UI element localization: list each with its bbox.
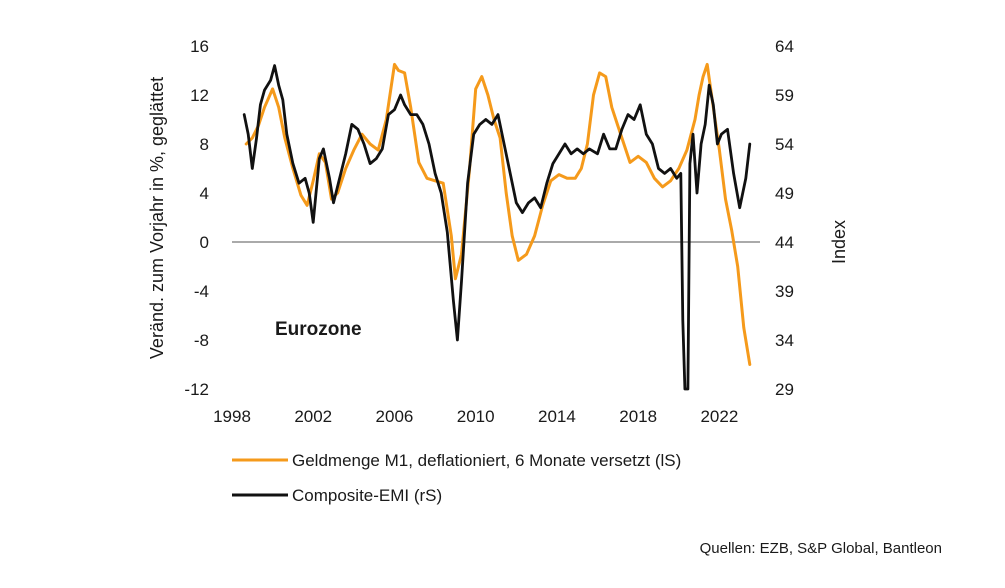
x-tick-label: 2002 xyxy=(294,407,332,426)
y-left-tick-label: 0 xyxy=(200,233,209,252)
y-right-tick-label: 59 xyxy=(775,86,794,105)
x-tick-label: 2006 xyxy=(376,407,414,426)
y-right-tick-label: 29 xyxy=(775,380,794,399)
y-left-tick-label: 8 xyxy=(200,135,209,154)
y-right-tick-label: 54 xyxy=(775,135,794,154)
right-axis-title: Index xyxy=(829,220,849,264)
x-tick-label: 2022 xyxy=(700,407,738,426)
region-annotation: Eurozone xyxy=(275,319,362,340)
left-axis-title: Veränd. zum Vorjahr in %, geglättet xyxy=(147,77,167,359)
x-tick-label: 2014 xyxy=(538,407,576,426)
x-tick-label: 2010 xyxy=(457,407,495,426)
series-line-emi xyxy=(242,64,752,391)
y-right-tick-label: 44 xyxy=(775,233,794,252)
legend-label-m1: Geldmenge M1, deflationiert, 6 Monate ve… xyxy=(292,451,681,470)
y-right-tick-label: 64 xyxy=(775,37,794,56)
y-left-tick-label: 12 xyxy=(190,86,209,105)
x-tick-label: 2018 xyxy=(619,407,657,426)
y-left-tick-label: 16 xyxy=(190,37,209,56)
y-right-tick-label: 34 xyxy=(775,331,794,350)
source-note: Quellen: EZB, S&P Global, Bantleon xyxy=(700,540,942,557)
y-left-tick-label: -8 xyxy=(194,331,209,350)
y-right-tick-label: 49 xyxy=(775,184,794,203)
y-left-tick-label: 4 xyxy=(200,184,209,203)
x-tick-label: 1998 xyxy=(213,407,251,426)
legend-label-emi: Composite-EMI (rS) xyxy=(292,486,442,505)
y-left-tick-label: -4 xyxy=(194,282,209,301)
legend: Geldmenge M1, deflationiert, 6 Monate ve… xyxy=(232,451,681,505)
y-right-tick-label: 39 xyxy=(775,282,794,301)
y-left-tick-label: -12 xyxy=(184,380,209,399)
